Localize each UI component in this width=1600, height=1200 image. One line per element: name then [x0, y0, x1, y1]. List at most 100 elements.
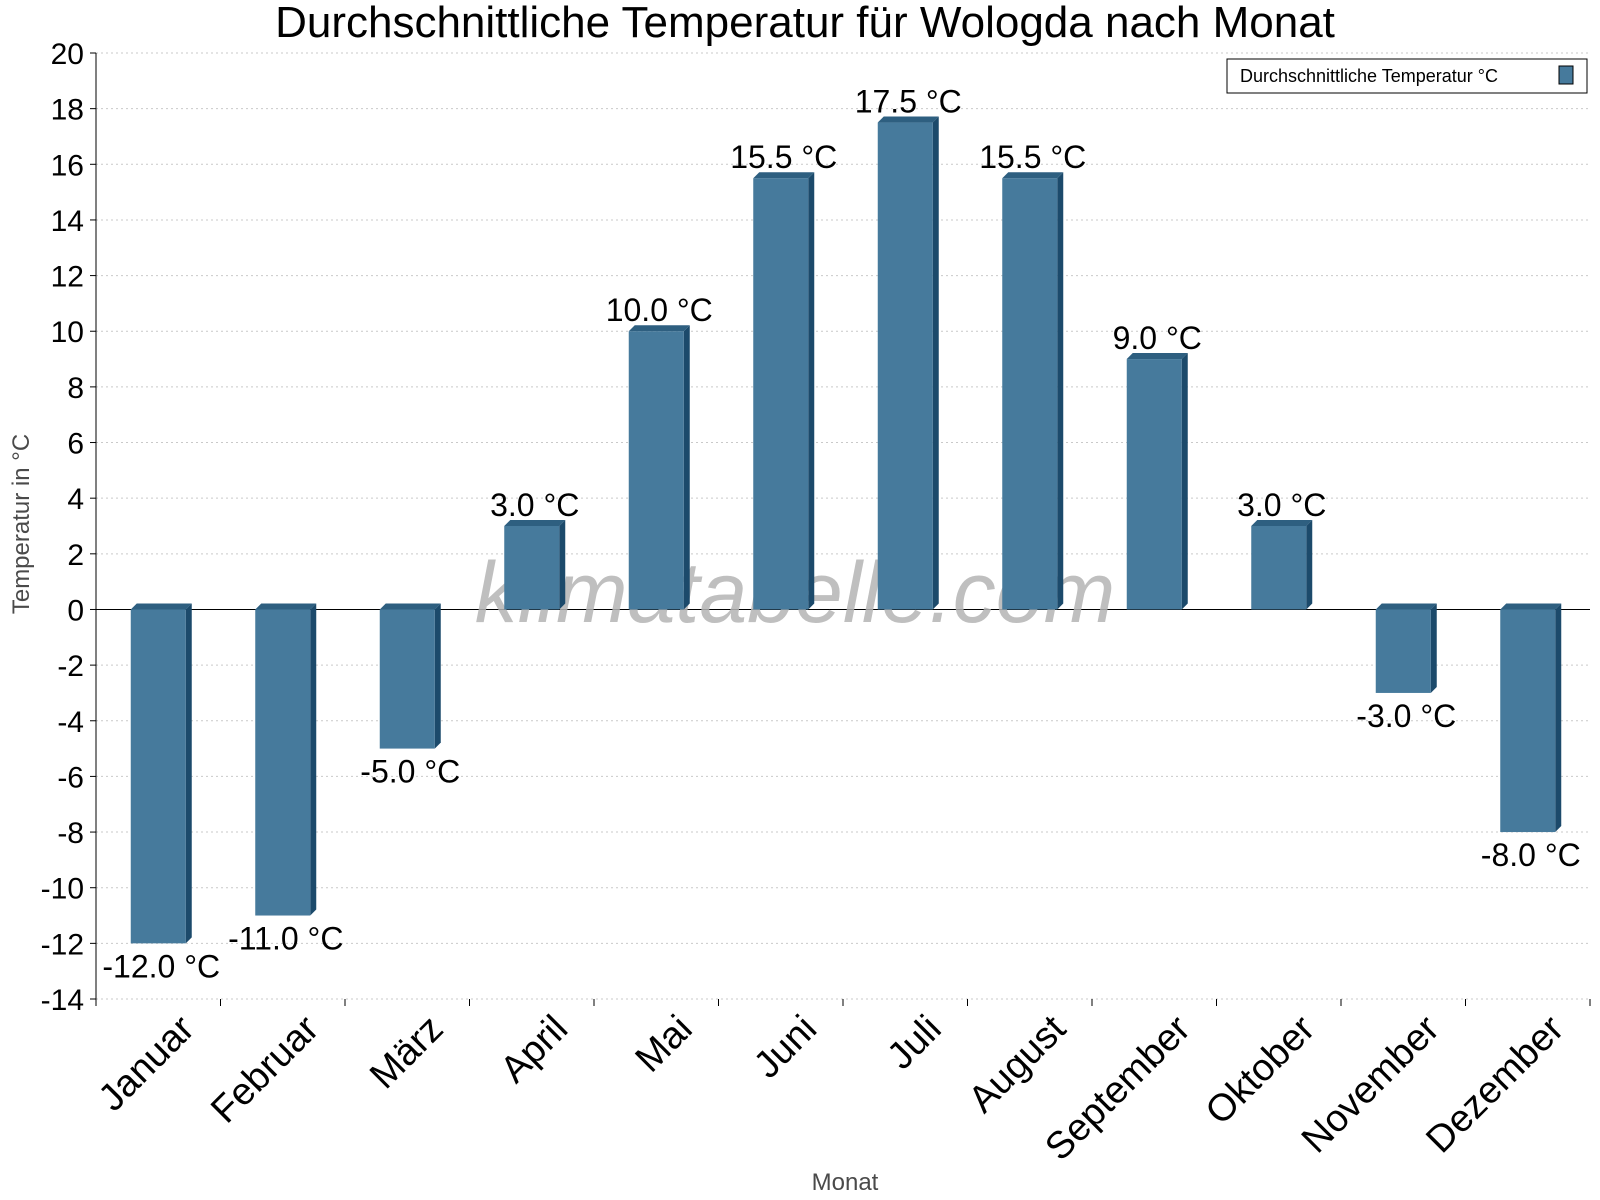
- y-tick-label: 6: [67, 428, 84, 461]
- x-tick-label: Mai: [628, 1008, 701, 1081]
- bar-side: [1181, 353, 1188, 610]
- y-tick-label: 10: [51, 316, 84, 349]
- bar-front: [255, 609, 311, 916]
- bar: [130, 603, 192, 944]
- bar-top: [130, 603, 192, 610]
- data-label: 10.0 °C: [606, 292, 713, 328]
- bar-side: [559, 520, 566, 610]
- data-label: -5.0 °C: [360, 754, 460, 790]
- x-tick-label: Juli: [880, 1008, 950, 1078]
- y-tick-label: 20: [51, 38, 84, 71]
- data-label: -11.0 °C: [228, 921, 343, 957]
- x-tick-label: März: [362, 1008, 451, 1097]
- data-label: -12.0 °C: [102, 948, 220, 984]
- bar-side: [1555, 603, 1562, 833]
- legend-label: Durchschnittliche Temperatur °C: [1240, 66, 1498, 86]
- y-tick-label: 4: [67, 483, 84, 516]
- bar-top: [1251, 520, 1313, 526]
- value-labels: -12.0 °C-11.0 °C -5.0 °C 3.0 °C 10.0 °C 15.5…: [102, 84, 1580, 985]
- x-tick-label: August: [961, 1007, 1075, 1121]
- x-tick-label: Februar: [203, 1007, 327, 1131]
- y-tick-label: -8: [57, 817, 84, 850]
- bar-side: [185, 603, 192, 944]
- bar-top: [1126, 353, 1188, 360]
- bar: [379, 603, 441, 749]
- data-label: 3.0 °C: [490, 487, 579, 523]
- y-tick-label: 8: [67, 372, 84, 405]
- bar-front: [877, 122, 933, 610]
- data-label: 15.5 °C: [979, 139, 1086, 175]
- bar-front: [504, 526, 560, 610]
- bar: [628, 325, 690, 610]
- legend-box: [1226, 58, 1588, 94]
- bar: [1126, 353, 1188, 610]
- legend-swatch: [1558, 65, 1574, 85]
- y-tick-label: 12: [51, 261, 84, 294]
- y-tick-label: 16: [51, 149, 84, 182]
- y-tick-label: -4: [57, 706, 84, 739]
- y-tick-label: 0: [67, 594, 84, 627]
- bar-top: [1002, 172, 1064, 179]
- bar-front: [1251, 526, 1307, 610]
- bar: [753, 172, 815, 610]
- data-label: 3.0 °C: [1237, 487, 1326, 523]
- y-axis-title: Temperatur in °C: [8, 434, 35, 614]
- bar: [1375, 603, 1437, 693]
- grid-lines: [96, 52, 1590, 1000]
- bar-front: [130, 609, 186, 944]
- bar-side: [932, 116, 939, 610]
- x-tick-label: Januar: [91, 1007, 203, 1119]
- y-tick-label: -10: [41, 873, 84, 906]
- y-tick-label: 18: [51, 94, 84, 127]
- bar-front: [1500, 609, 1556, 833]
- bar-top: [379, 603, 441, 610]
- bar: [1500, 603, 1562, 833]
- bar: [504, 520, 566, 610]
- bar-side: [683, 325, 690, 610]
- x-tick-label: Dezember: [1418, 1007, 1572, 1161]
- bar-top: [877, 116, 939, 123]
- x-axis-title: Monat: [812, 1169, 879, 1196]
- bars: [130, 116, 1562, 944]
- y-tick-label: -14: [41, 984, 84, 1017]
- bar-top: [1375, 603, 1437, 610]
- y-tick-label: 14: [51, 205, 84, 238]
- bar-front: [1126, 359, 1182, 610]
- bar: [255, 603, 317, 916]
- data-label: 15.5 °C: [730, 139, 837, 175]
- bar-front: [628, 331, 684, 610]
- bar-side: [808, 172, 815, 610]
- bar-top: [1500, 603, 1562, 610]
- bar-top: [255, 603, 317, 610]
- data-label: 9.0 °C: [1113, 320, 1202, 356]
- y-tick-label: -6: [57, 761, 84, 794]
- axes: [90, 52, 1591, 1006]
- bar: [1002, 172, 1064, 610]
- data-label: -8.0 °C: [1481, 837, 1581, 873]
- bar-side: [1306, 520, 1313, 610]
- y-tick-label: 2: [67, 539, 84, 572]
- bar-side: [1430, 603, 1437, 693]
- bar-front: [1002, 178, 1058, 610]
- bar-front: [379, 609, 435, 749]
- x-tick-label: Juni: [746, 1008, 825, 1087]
- bar: [1251, 520, 1313, 610]
- bar-side: [434, 603, 441, 749]
- chart-title: Durchschnittliche Temperatur für Wologda…: [275, 0, 1335, 47]
- x-tick-label: Oktober: [1198, 1007, 1324, 1133]
- legend: Durchschnittliche Temperatur °C: [1226, 58, 1588, 94]
- bar-front: [1375, 609, 1431, 693]
- y-tick-label: -2: [57, 650, 84, 683]
- y-tick-label: -12: [41, 928, 84, 961]
- data-label: 17.5 °C: [855, 84, 962, 120]
- data-label: -3.0 °C: [1356, 698, 1456, 734]
- x-tick-label: April: [493, 1008, 576, 1091]
- bar: [877, 116, 939, 610]
- bar-side: [1057, 172, 1064, 610]
- bar-side: [310, 603, 317, 916]
- bar-top: [504, 520, 566, 526]
- bar-front: [753, 178, 809, 610]
- bar-top: [628, 325, 690, 332]
- bar-top: [753, 172, 815, 179]
